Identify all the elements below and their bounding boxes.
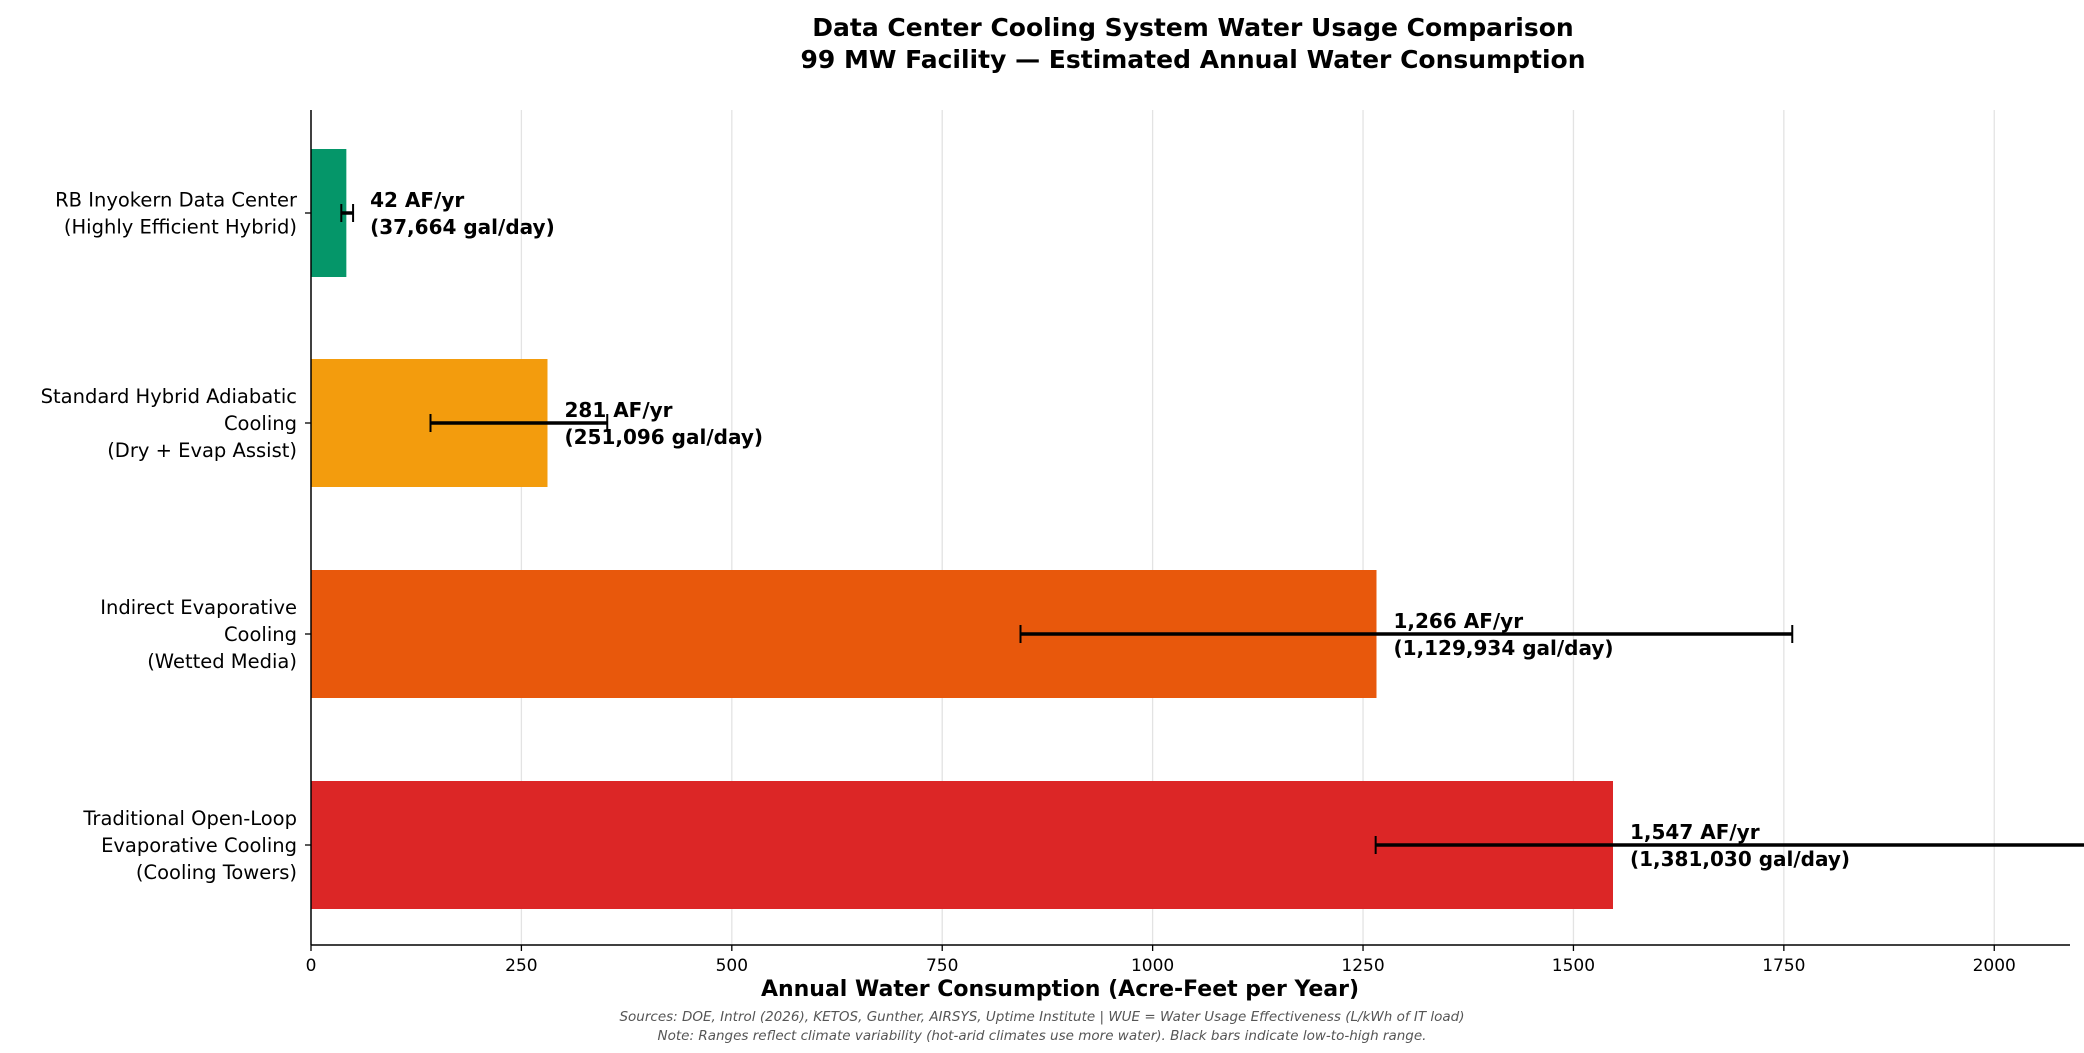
y-tick-labels: RB Inyokern Data Center (Highly Efficient… <box>41 189 311 884</box>
y-tick-label: Cooling <box>224 623 297 646</box>
x-tick-label: 1500 <box>1552 956 1595 976</box>
y-tick-label: Traditional Open-Loop <box>82 807 297 830</box>
y-tick-label: (Wetted Media) <box>147 650 297 673</box>
chart-title: Data Center Cooling System Water Usage C… <box>812 13 1573 42</box>
y-tick-label: Indirect Evaporative <box>100 596 297 619</box>
value-label: (1,129,934 gal/day) <box>1393 636 1613 660</box>
value-label: 281 AF/yr <box>564 398 672 422</box>
y-tick-label: Evaporative Cooling <box>101 834 297 857</box>
error-bars <box>340 204 2084 854</box>
value-label: (1,381,030 gal/day) <box>1630 847 1850 871</box>
x-tick-label: 0 <box>306 956 317 976</box>
y-tick-label: Cooling <box>224 412 297 435</box>
footer-note: Note: Ranges reflect climate variability… <box>658 1028 1427 1044</box>
y-tick-label: RB Inyokern Data Center <box>55 189 298 212</box>
y-tick-label: (Dry + Evap Assist) <box>107 439 297 462</box>
x-axis-label: Annual Water Consumption (Acre-Feet per … <box>761 977 1359 1002</box>
value-label: (251,096 gal/day) <box>564 425 763 449</box>
y-tick-label: (Highly Efficient Hybrid) <box>64 216 297 239</box>
x-tick-label: 750 <box>926 956 958 976</box>
value-label: 1,547 AF/yr <box>1630 820 1760 844</box>
x-tick-label: 2000 <box>1973 956 2016 976</box>
grid-lines <box>520 110 1995 945</box>
y-tick-label: (Cooling Towers) <box>136 861 297 884</box>
x-tick-label: 500 <box>716 956 748 976</box>
x-tick-label: 1000 <box>1131 956 1174 976</box>
x-tick-label: 250 <box>505 956 537 976</box>
y-tick-label: Standard Hybrid Adiabatic <box>41 385 297 408</box>
value-label: (37,664 gal/day) <box>370 215 555 239</box>
chart-subtitle: 99 MW Facility — Estimated Annual Water … <box>800 45 1585 74</box>
value-labels: 42 AF/yr (37,664 gal/day) 281 AF/yr (251,09… <box>370 188 1850 871</box>
value-label: 1,266 AF/yr <box>1393 609 1523 633</box>
bars <box>311 149 1613 909</box>
x-tick-label: 1750 <box>1762 956 1805 976</box>
value-label: 42 AF/yr <box>370 188 464 212</box>
footer-sources: Sources: DOE, Introl (2026), KETOS, Gunt… <box>619 1009 1464 1025</box>
x-ticks: 0 250 500 750 1000 1250 1500 1750 2000 <box>306 945 2016 976</box>
x-tick-label: 1250 <box>1341 956 1384 976</box>
